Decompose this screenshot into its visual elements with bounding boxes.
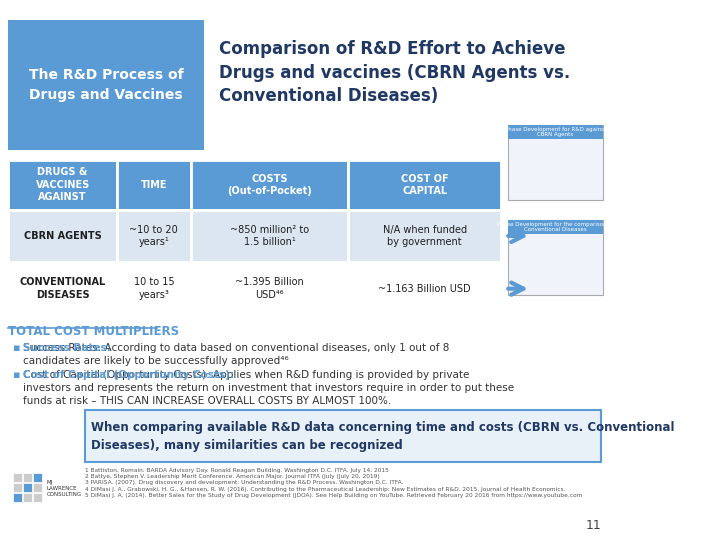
FancyBboxPatch shape xyxy=(508,220,603,295)
FancyBboxPatch shape xyxy=(9,160,117,210)
FancyBboxPatch shape xyxy=(117,210,191,262)
Text: Phase Development for the comparison of
Conventional Diseases: Phase Development for the comparison of … xyxy=(497,221,614,232)
FancyBboxPatch shape xyxy=(117,262,191,315)
FancyBboxPatch shape xyxy=(23,493,32,502)
Text: Success Rates: According to data based on conventional diseases, only 1 out of 8: Success Rates: According to data based o… xyxy=(23,343,449,366)
FancyBboxPatch shape xyxy=(348,262,501,315)
Text: Comparison of R&D Effort to Achieve
Drugs and vaccines (CBRN Agents vs.
Conventi: Comparison of R&D Effort to Achieve Drug… xyxy=(219,40,570,105)
Text: Success Rates:: Success Rates: xyxy=(23,343,111,353)
Text: ~10 to 20
years¹: ~10 to 20 years¹ xyxy=(130,225,179,247)
FancyBboxPatch shape xyxy=(191,210,348,262)
FancyBboxPatch shape xyxy=(191,262,348,315)
FancyBboxPatch shape xyxy=(348,160,501,210)
Text: TOTAL COST MULTIPLIERS: TOTAL COST MULTIPLIERS xyxy=(9,325,179,338)
Text: ~1.163 Billion USD: ~1.163 Billion USD xyxy=(379,284,471,294)
FancyBboxPatch shape xyxy=(33,473,42,482)
FancyBboxPatch shape xyxy=(508,220,603,234)
Text: When comparing available R&D data concerning time and costs (CBRN vs. Convention: When comparing available R&D data concer… xyxy=(91,421,675,451)
Text: ▪: ▪ xyxy=(13,370,20,380)
FancyBboxPatch shape xyxy=(13,493,22,502)
Text: CONVENTIONAL
DISEASES: CONVENTIONAL DISEASES xyxy=(19,278,106,300)
FancyBboxPatch shape xyxy=(117,160,191,210)
FancyBboxPatch shape xyxy=(85,410,601,462)
FancyBboxPatch shape xyxy=(23,473,32,482)
FancyBboxPatch shape xyxy=(9,262,117,315)
Text: ▪: ▪ xyxy=(13,343,20,353)
FancyBboxPatch shape xyxy=(33,483,42,492)
FancyBboxPatch shape xyxy=(9,20,204,150)
Text: ~850 million² to
1.5 billion¹: ~850 million² to 1.5 billion¹ xyxy=(230,225,309,247)
Text: CBRN AGENTS: CBRN AGENTS xyxy=(24,231,102,241)
Text: COST OF
CAPITAL: COST OF CAPITAL xyxy=(401,173,449,196)
Text: ~1.395 Billion
USD⁴⁶: ~1.395 Billion USD⁴⁶ xyxy=(235,278,304,300)
Text: MJ
LAWRENCE
CONSULTING: MJ LAWRENCE CONSULTING xyxy=(47,480,82,497)
FancyBboxPatch shape xyxy=(508,125,603,139)
Text: 10 to 15
years³: 10 to 15 years³ xyxy=(133,278,174,300)
Text: 1 Battiston, Romain. BARDA Advisory Day. Ronald Reagan Building. Washington D.C.: 1 Battiston, Romain. BARDA Advisory Day.… xyxy=(85,468,582,498)
Text: Cost of Capital (Opportunity Costs):: Cost of Capital (Opportunity Costs): xyxy=(23,370,234,380)
Text: 11: 11 xyxy=(585,519,601,532)
Text: COSTS
(Out-of-Pocket): COSTS (Out-of-Pocket) xyxy=(228,173,312,196)
FancyBboxPatch shape xyxy=(23,483,32,492)
FancyBboxPatch shape xyxy=(508,125,603,200)
Text: Cost of Capital (Opportunity Costs): Applies when R&D funding is provided by pri: Cost of Capital (Opportunity Costs): App… xyxy=(23,370,514,406)
Text: TIME: TIME xyxy=(140,180,167,190)
Text: Phase Development for R&D against
CBRN Agents: Phase Development for R&D against CBRN A… xyxy=(505,126,606,137)
Text: DRUGS &
VACCINES
AGAINST: DRUGS & VACCINES AGAINST xyxy=(35,167,90,202)
FancyBboxPatch shape xyxy=(13,483,22,492)
FancyBboxPatch shape xyxy=(348,210,501,262)
FancyBboxPatch shape xyxy=(33,493,42,502)
FancyBboxPatch shape xyxy=(9,210,117,262)
Text: N/A when funded
by government: N/A when funded by government xyxy=(383,225,467,247)
Text: The R&D Process of
Drugs and Vaccines: The R&D Process of Drugs and Vaccines xyxy=(29,68,184,102)
FancyBboxPatch shape xyxy=(13,473,22,482)
FancyBboxPatch shape xyxy=(191,160,348,210)
